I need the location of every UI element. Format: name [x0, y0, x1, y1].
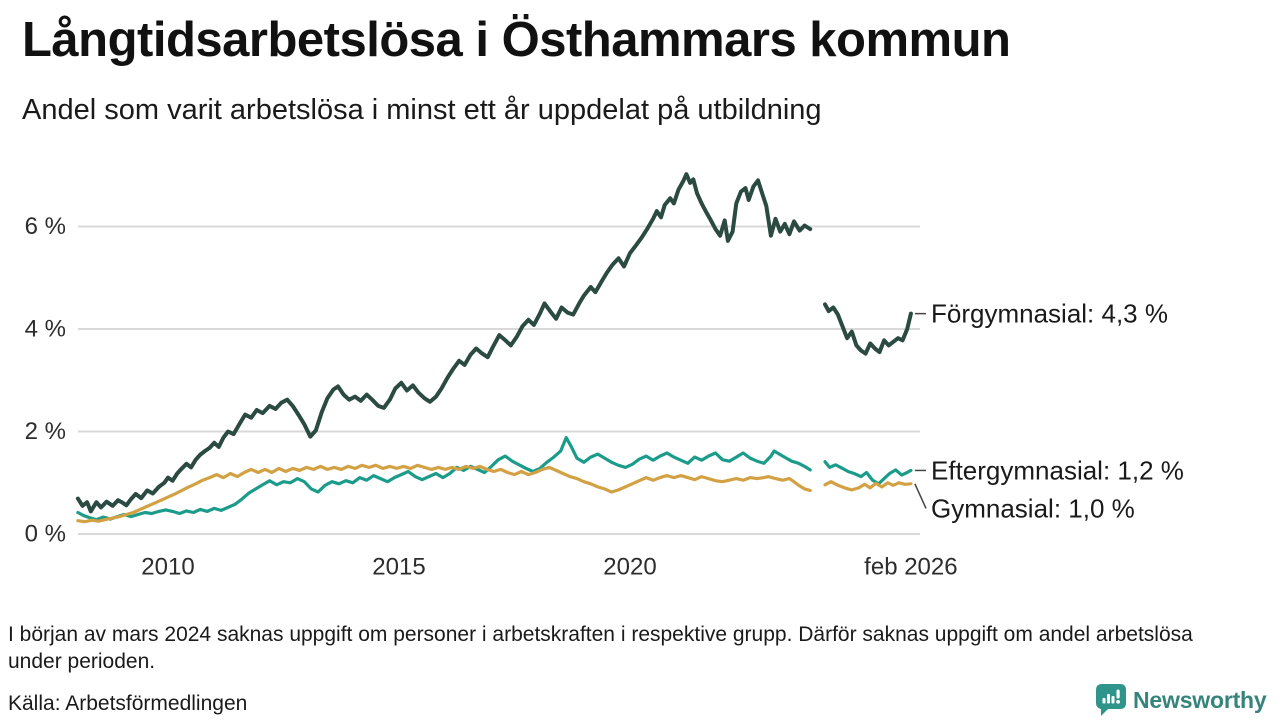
x-axis-tick: 2020: [603, 554, 656, 581]
y-axis-tick: 2 %: [25, 418, 66, 445]
page-subtitle: Andel som varit arbetslösa i minst ett å…: [22, 94, 822, 126]
series-label-eftergymnasial: Eftergymnasial: 1,2 %: [931, 455, 1184, 485]
series-line-eftergymnasial: [76, 436, 812, 522]
newsworthy-bubble-icon: [1096, 684, 1126, 716]
series-label-connector-gymnasial: [914, 483, 927, 509]
x-axis-tick: 2010: [141, 554, 194, 581]
series-line-gymnasial: [76, 463, 812, 524]
series-line-forgymnasial: [823, 302, 913, 356]
y-axis-tick: 4 %: [25, 316, 66, 343]
y-axis-tick: 6 %: [25, 213, 66, 240]
source-credit: Källa: Arbetsförmedlingen: [8, 692, 248, 715]
series-label-gymnasial: Gymnasial: 1,0 %: [931, 493, 1135, 523]
newsworthy-logo: Newsworthy: [1096, 684, 1267, 716]
series-line-eftergymnasial: [823, 460, 913, 486]
series-line-gymnasial: [823, 480, 913, 492]
page-title: Långtidsarbetslösa i Östhammars kommun: [22, 13, 1011, 67]
y-axis-tick: 0 %: [25, 521, 66, 548]
newsworthy-wordmark: Newsworthy: [1133, 686, 1267, 713]
x-axis-tick: feb 2026: [864, 554, 957, 581]
series-line-forgymnasial: [75, 172, 813, 514]
series-label-forgymnasial: Förgymnasial: 4,3 %: [931, 299, 1168, 329]
chart-footnote: I början av mars 2024 saknas uppgift om …: [8, 623, 1193, 673]
x-axis-tick: 2015: [372, 554, 425, 581]
